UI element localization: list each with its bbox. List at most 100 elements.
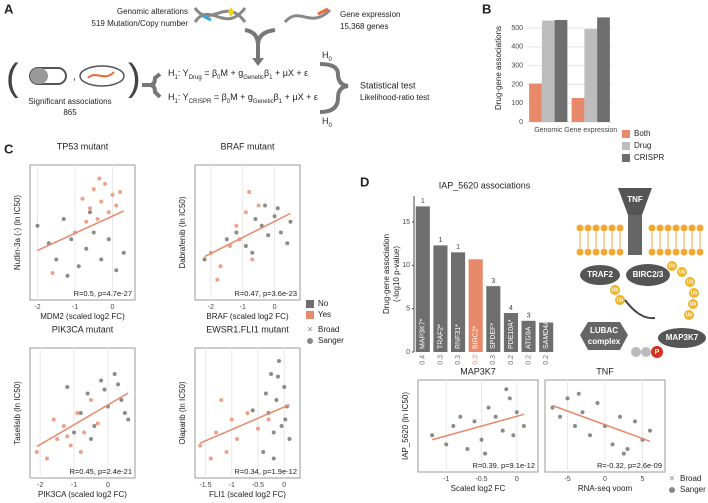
equation-part: β <box>264 68 269 78</box>
lipid <box>576 248 584 256</box>
bar-label: ATG9A <box>525 326 532 349</box>
point <box>451 424 456 428</box>
subscript: Genetic <box>243 75 264 81</box>
point <box>82 430 87 435</box>
point <box>99 199 104 204</box>
equation-part: β <box>274 92 279 102</box>
effect-label: 0.3 <box>473 355 480 365</box>
point <box>493 414 498 419</box>
ub <box>689 288 699 298</box>
ub <box>685 277 695 287</box>
bar <box>521 320 536 352</box>
point <box>215 277 220 282</box>
label: Genomic alterations <box>117 7 188 16</box>
node-label: TRAF2 <box>587 270 613 279</box>
point <box>263 203 267 208</box>
x-tick-label: -0.5 <box>475 476 487 483</box>
lipid <box>672 248 680 256</box>
protein <box>631 347 641 357</box>
x-tick-label: 0 <box>273 304 277 311</box>
point <box>99 378 104 383</box>
point <box>97 176 102 181</box>
subscript: CRISPR <box>189 99 212 105</box>
effect-label: 0.3 <box>490 355 497 365</box>
point <box>34 450 39 454</box>
equation-part: = β <box>211 92 226 102</box>
lipid <box>680 248 688 256</box>
x-tick-label: -2 <box>37 482 43 489</box>
point <box>521 424 526 428</box>
equation-part: M + g <box>230 92 253 102</box>
point <box>88 437 93 441</box>
equation-part: H <box>168 92 175 102</box>
ub-label: Ub <box>679 269 686 275</box>
point <box>266 233 271 238</box>
x-tick-label: -1 <box>443 476 449 483</box>
plus: , <box>73 72 76 83</box>
tnf-shape <box>618 188 652 215</box>
drug-pill-half <box>30 68 48 84</box>
equation-part: H <box>322 50 329 60</box>
point <box>84 219 89 224</box>
ub <box>677 267 687 277</box>
point <box>243 210 248 215</box>
annotation: R=0.39, p=9.1e-12 <box>472 461 535 470</box>
legend-dot <box>307 338 313 344</box>
point <box>558 414 562 419</box>
ub-label: Ub <box>612 287 619 293</box>
panel-a: Genomic alterations 519 Mutation/Copy nu… <box>6 7 430 129</box>
chart-title: MAP3K7 <box>460 366 496 376</box>
point <box>224 450 229 454</box>
y-axis-label: (-log10 p-value) <box>392 246 401 302</box>
bar <box>433 245 448 352</box>
legend-dot <box>669 487 675 493</box>
bar <box>584 29 598 123</box>
point <box>234 230 239 235</box>
null-hypothesis: H0 <box>322 116 333 128</box>
point <box>245 411 250 415</box>
point <box>287 437 292 441</box>
lipid <box>600 224 608 232</box>
ub-label: Ub <box>617 297 624 303</box>
point <box>50 271 55 275</box>
trend-line <box>204 212 291 258</box>
bar <box>415 206 430 352</box>
x-tick-label: -1 <box>240 304 246 311</box>
annotation: R=0.47, p=3.6e-23 <box>234 289 297 298</box>
point <box>84 246 89 251</box>
point <box>116 382 121 387</box>
point <box>85 391 90 396</box>
membrane <box>576 224 704 256</box>
bar-label: BIRC2* <box>473 325 480 349</box>
legend-label: Both <box>634 129 650 138</box>
point <box>198 443 203 448</box>
x-axis-label: MDM2 (scaled log2 FC) <box>40 312 125 321</box>
lipid <box>616 248 624 256</box>
annotation: R=0.5, p=4.7e-27 <box>74 289 132 298</box>
arrow <box>624 299 656 320</box>
label: 15,368 genes <box>340 22 389 31</box>
annotation: R=-0.32, p=2.6e-09 <box>597 461 662 470</box>
legend-swatch <box>622 142 630 150</box>
point <box>110 192 115 197</box>
point <box>430 433 435 438</box>
x-tick-label: Genomic <box>534 127 563 134</box>
node <box>658 328 706 348</box>
lipid <box>656 224 664 232</box>
x-tick-label: 0 <box>106 482 110 489</box>
cell-rna <box>87 71 115 79</box>
point <box>500 428 505 433</box>
subscript: 1 <box>175 99 179 105</box>
point <box>648 428 652 433</box>
point <box>618 414 622 419</box>
bar <box>529 83 542 122</box>
point <box>95 217 100 221</box>
point <box>278 230 283 235</box>
label: Significant associations <box>28 97 111 106</box>
lipid <box>584 224 592 232</box>
legend-swatch <box>622 130 630 138</box>
count-label: 1 <box>438 237 442 244</box>
y-tick-label: 10 <box>402 262 410 269</box>
